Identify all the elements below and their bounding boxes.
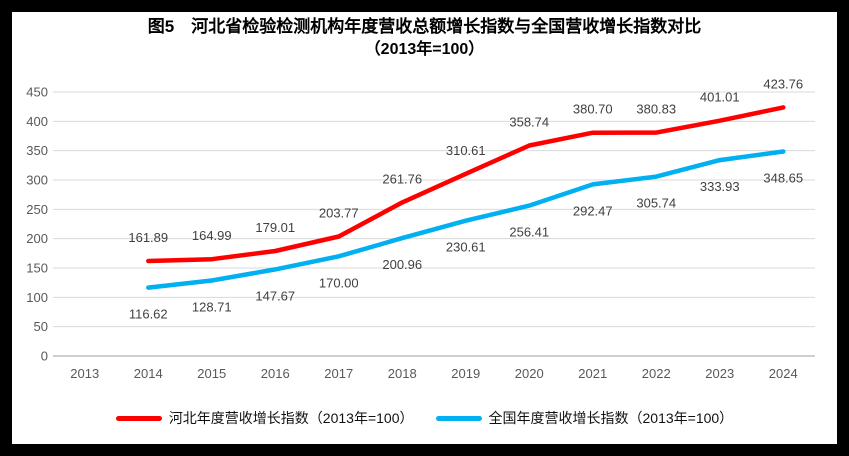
legend-line-swatch-red — [115, 415, 162, 421]
data-label: 203.77 — [319, 205, 359, 220]
x-tick-label: 2023 — [705, 366, 734, 381]
legend-label-hebei: 河北年度营收增长指数（2013年=100） — [168, 410, 414, 426]
data-label: 164.99 — [192, 228, 232, 243]
x-tick-label: 2014 — [134, 366, 163, 381]
series-line-0 — [146, 105, 786, 264]
legend-item-national: 全国年度营收增长指数（2013年=100） — [435, 408, 734, 428]
y-tick-label: 350 — [26, 143, 48, 158]
series-line-1 — [146, 149, 786, 290]
data-label: 358.74 — [509, 115, 549, 130]
data-label: 261.76 — [382, 171, 422, 186]
data-label: 305.74 — [636, 196, 676, 211]
x-tick-label: 2019 — [451, 366, 480, 381]
x-tick-label: 2016 — [261, 366, 290, 381]
x-tick-label: 2021 — [578, 366, 607, 381]
legend-label-national: 全国年度营收增长指数（2013年=100） — [488, 410, 734, 426]
data-label: 380.70 — [573, 102, 613, 117]
y-tick-label: 200 — [26, 231, 48, 246]
chart-title-line1: 图5 河北省检验检测机构年度营收总额增长指数与全国营收增长指数对比 — [147, 17, 702, 36]
x-tick-label: 2020 — [515, 366, 544, 381]
data-label: 147.67 — [255, 288, 295, 303]
y-tick-label: 150 — [26, 261, 48, 276]
data-label: 230.61 — [446, 240, 486, 255]
data-label: 333.93 — [700, 179, 740, 194]
y-tick-label: 50 — [34, 319, 48, 334]
legend-line-swatch-blue — [435, 415, 482, 421]
x-tick-label: 2015 — [197, 366, 226, 381]
chart-legend: 河北年度营收增长指数（2013年=100） 全国年度营收增长指数（2013年=1… — [12, 406, 837, 430]
x-tick-label: 2018 — [388, 366, 417, 381]
x-tick-label: 2024 — [769, 366, 798, 381]
y-tick-label: 0 — [41, 349, 48, 364]
data-label: 170.00 — [319, 275, 359, 290]
data-label: 292.47 — [573, 203, 613, 218]
data-label: 310.61 — [446, 143, 486, 158]
data-label: 116.62 — [129, 307, 168, 322]
data-label: 423.76 — [763, 76, 803, 91]
legend-item-hebei: 河北年度营收增长指数（2013年=100） — [115, 408, 414, 428]
y-tick-label: 100 — [26, 290, 48, 305]
data-label: 179.01 — [255, 220, 295, 235]
data-label: 128.71 — [192, 299, 232, 314]
data-label: 401.01 — [700, 90, 740, 105]
data-label: 161.89 — [128, 230, 168, 245]
y-tick-label: 300 — [26, 173, 48, 188]
y-tick-label: 400 — [26, 114, 48, 129]
x-tick-label: 2013 — [70, 366, 99, 381]
x-tick-label: 2022 — [642, 366, 671, 381]
x-tick-label: 2017 — [324, 366, 353, 381]
data-label: 200.96 — [382, 257, 422, 272]
y-tick-label: 250 — [26, 202, 48, 217]
chart-title-line2: （2013年=100） — [364, 41, 485, 58]
data-label: 348.65 — [763, 170, 803, 185]
chart-title: 图5 河北省检验检测机构年度营收总额增长指数与全国营收增长指数对比 （2013年… — [0, 15, 849, 61]
data-label: 380.83 — [636, 102, 676, 117]
data-label: 256.41 — [509, 225, 549, 240]
y-tick-label: 450 — [26, 85, 48, 100]
